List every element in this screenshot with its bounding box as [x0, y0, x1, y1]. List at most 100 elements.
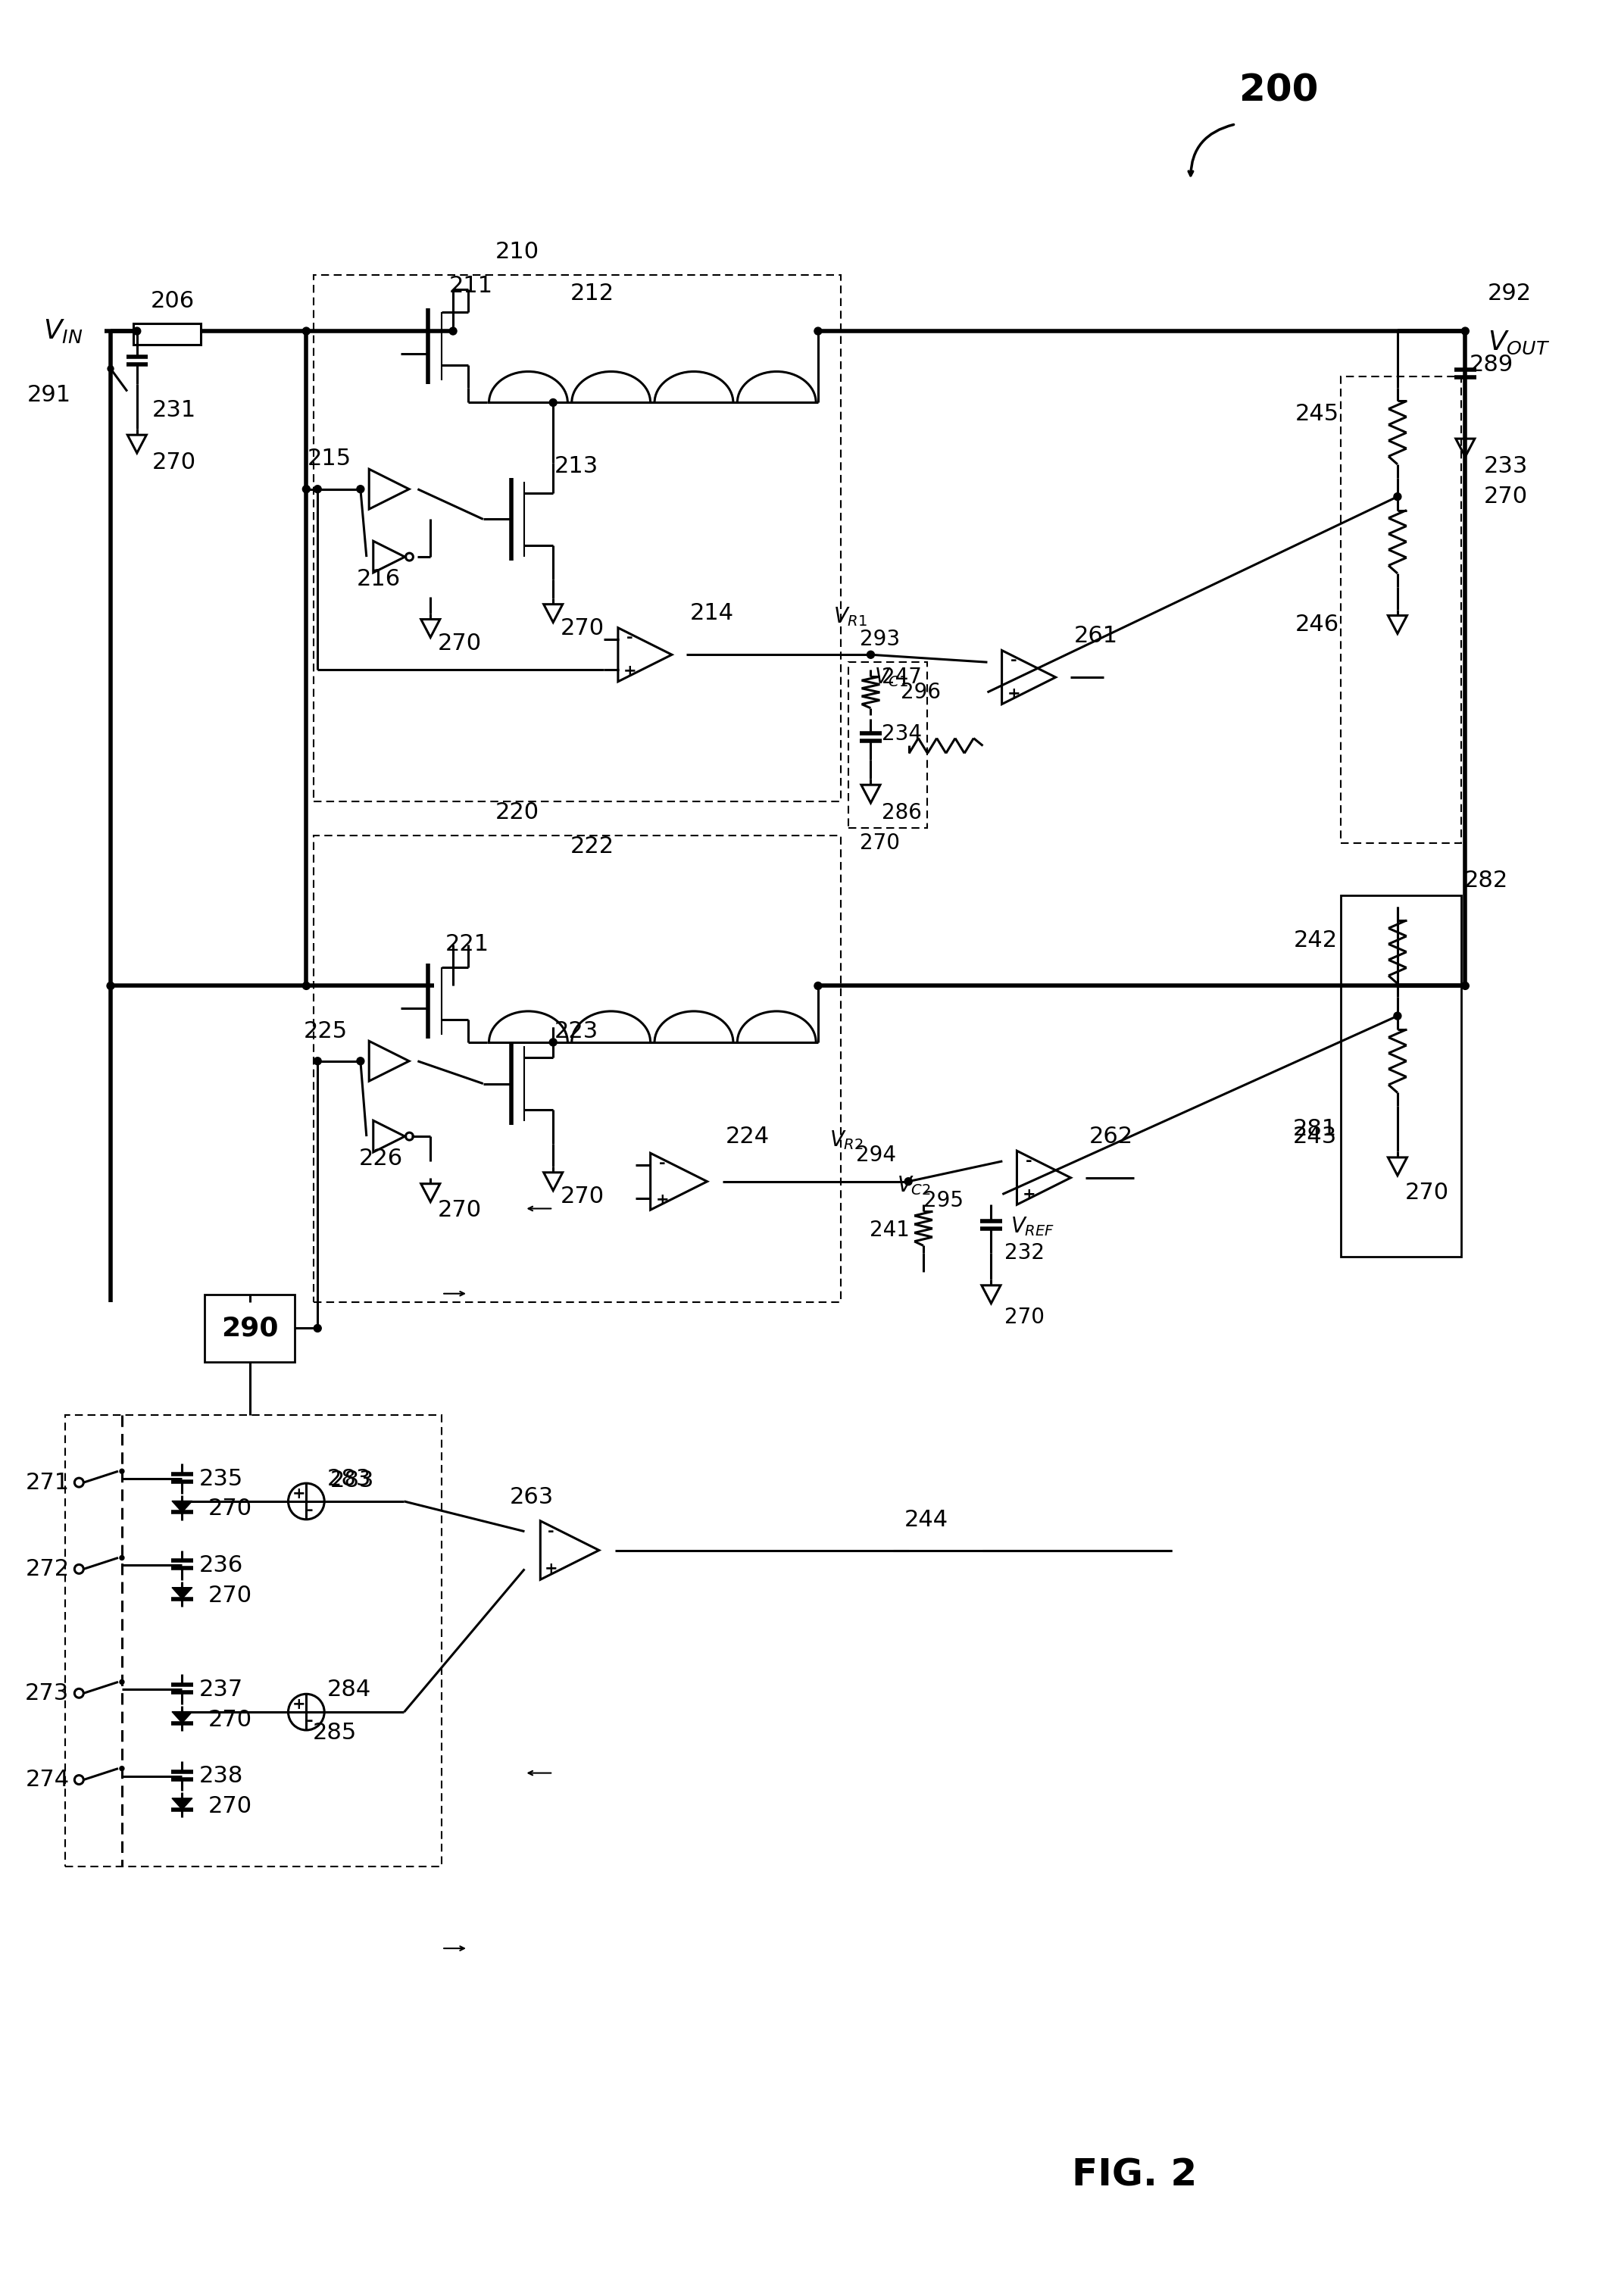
Text: 210: 210 [495, 241, 539, 264]
Text: 246: 246 [1294, 613, 1338, 636]
Text: 271: 271 [26, 1472, 70, 1492]
Text: $V_{C1}$: $V_{C1}$ [874, 666, 909, 689]
Text: 245: 245 [1294, 402, 1338, 425]
Circle shape [303, 484, 311, 494]
Text: 270: 270 [209, 1795, 252, 1816]
Text: 270: 270 [209, 1584, 252, 1607]
Text: 226: 226 [359, 1148, 403, 1171]
Text: 270: 270 [209, 1708, 252, 1731]
Bar [133, 324, 201, 344]
Text: 222: 222 [570, 836, 615, 859]
Text: $V_{R2}$: $V_{R2}$ [830, 1130, 864, 1150]
Circle shape [133, 328, 141, 335]
Text: 220: 220 [495, 801, 539, 824]
Text: 235: 235 [199, 1467, 243, 1490]
Text: 212: 212 [570, 282, 615, 305]
Circle shape [814, 983, 822, 990]
Text: 270: 270 [209, 1497, 252, 1520]
Circle shape [303, 983, 311, 990]
Circle shape [450, 328, 456, 335]
Text: 270: 270 [1404, 1182, 1450, 1203]
Text: 224: 224 [725, 1125, 770, 1148]
Polygon shape [172, 1713, 193, 1722]
Circle shape [108, 365, 113, 372]
Text: +: + [655, 1192, 668, 1208]
Circle shape [314, 1325, 322, 1332]
Circle shape [120, 1554, 125, 1559]
Text: -: - [1026, 1153, 1032, 1169]
Text: -: - [307, 1713, 314, 1729]
Circle shape [107, 983, 115, 990]
Text: +: + [623, 664, 636, 680]
Text: -: - [547, 1525, 553, 1538]
Circle shape [550, 400, 557, 406]
Circle shape [314, 484, 322, 494]
Text: $V_{C2}$: $V_{C2}$ [896, 1173, 930, 1196]
Circle shape [904, 1178, 913, 1185]
Text: -: - [626, 631, 633, 645]
Text: 234: 234 [882, 723, 922, 744]
Text: 233: 233 [1484, 455, 1529, 478]
Bar [1341, 377, 1461, 843]
Circle shape [1393, 1013, 1401, 1019]
Text: 289: 289 [1469, 354, 1513, 377]
Text: 232: 232 [1005, 1242, 1045, 1263]
Bar [65, 1414, 442, 1867]
Text: 225: 225 [304, 1019, 348, 1042]
Text: 270: 270 [438, 631, 482, 654]
Text: 211: 211 [450, 276, 493, 296]
Circle shape [550, 1038, 557, 1047]
Text: 283: 283 [327, 1467, 372, 1490]
Text: 281: 281 [1293, 1118, 1338, 1139]
Text: $V_{REF}$: $V_{REF}$ [1011, 1215, 1055, 1238]
Text: 296: 296 [901, 682, 942, 703]
Text: 206: 206 [150, 289, 194, 312]
Text: $V_{R1}$: $V_{R1}$ [833, 606, 867, 629]
Text: 213: 213 [555, 455, 599, 478]
Text: 270: 270 [859, 831, 900, 854]
Text: 243: 243 [1293, 1125, 1338, 1148]
Circle shape [120, 1469, 125, 1474]
Text: 200: 200 [1239, 71, 1319, 108]
Text: 244: 244 [904, 1508, 948, 1531]
Text: -: - [659, 1155, 665, 1171]
Text: $V_{IN}$: $V_{IN}$ [44, 317, 83, 344]
Circle shape [814, 328, 822, 335]
Text: 270: 270 [561, 618, 605, 638]
Text: 223: 223 [555, 1019, 599, 1042]
Bar [1341, 895, 1461, 1256]
Text: 274: 274 [26, 1768, 70, 1791]
Text: 263: 263 [510, 1486, 553, 1508]
Text: 247: 247 [882, 666, 922, 689]
Text: 292: 292 [1489, 282, 1532, 305]
Text: -: - [1010, 652, 1018, 668]
Text: 282: 282 [1464, 870, 1508, 891]
Bar [314, 276, 841, 801]
Text: 285: 285 [312, 1722, 356, 1745]
Text: 242: 242 [1293, 930, 1338, 951]
Text: 284: 284 [327, 1678, 372, 1701]
Text: 293: 293 [859, 629, 900, 650]
Text: FIG. 2: FIG. 2 [1071, 2156, 1197, 2193]
Text: -: - [307, 1504, 314, 1518]
Text: 238: 238 [199, 1766, 243, 1786]
Text: 270: 270 [152, 452, 196, 473]
Text: +: + [293, 1697, 306, 1713]
Text: 286: 286 [882, 801, 922, 824]
Text: 294: 294 [856, 1143, 896, 1166]
Text: 270: 270 [561, 1185, 605, 1208]
Text: 273: 273 [26, 1683, 70, 1704]
Text: $V_{OUT}$: $V_{OUT}$ [1489, 328, 1550, 356]
Circle shape [120, 1681, 125, 1685]
Text: 216: 216 [356, 569, 401, 590]
Text: 236: 236 [199, 1554, 243, 1577]
Text: 270: 270 [1005, 1306, 1045, 1327]
Text: 291: 291 [28, 383, 71, 406]
Circle shape [867, 652, 874, 659]
Circle shape [1393, 494, 1401, 501]
Text: 237: 237 [199, 1678, 243, 1701]
Text: 283: 283 [330, 1469, 375, 1490]
Circle shape [303, 328, 311, 335]
Text: 261: 261 [1074, 625, 1118, 647]
Bar [205, 1295, 294, 1362]
